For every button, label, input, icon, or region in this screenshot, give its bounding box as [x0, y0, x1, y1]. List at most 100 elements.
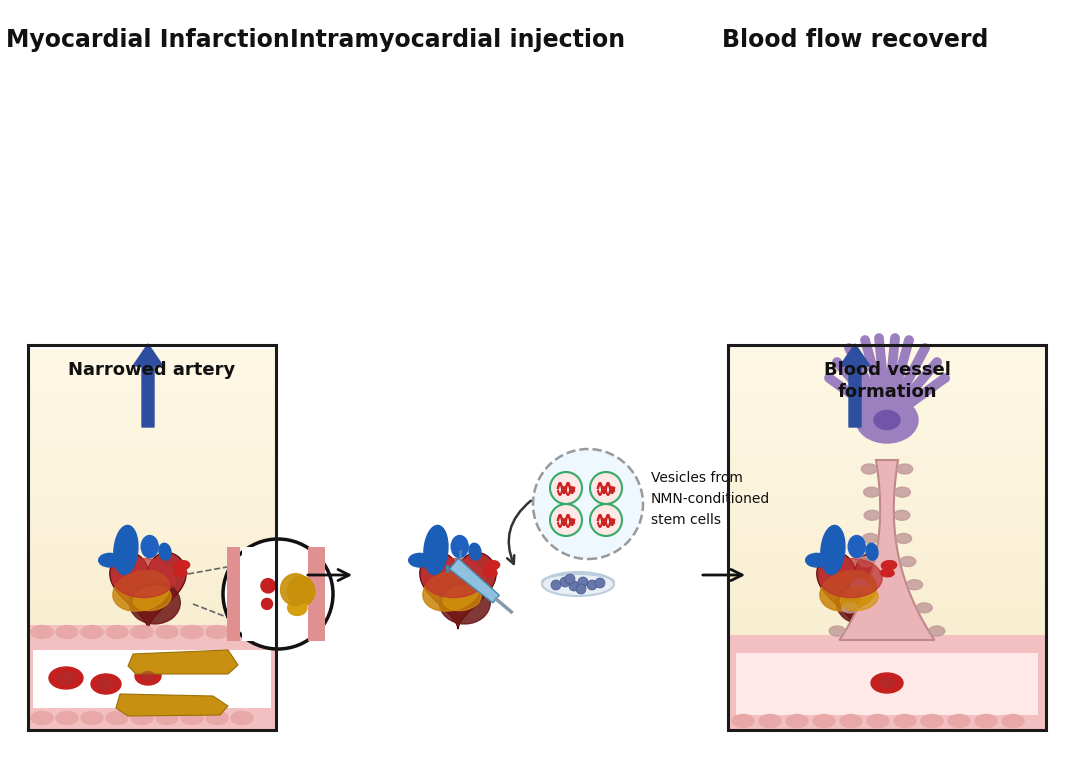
- Ellipse shape: [422, 558, 486, 597]
- Bar: [728, 537, 1046, 543]
- Bar: [728, 557, 1046, 562]
- Ellipse shape: [181, 626, 203, 638]
- Ellipse shape: [281, 574, 311, 605]
- Bar: [28, 425, 276, 431]
- Ellipse shape: [206, 712, 228, 724]
- Bar: [28, 558, 276, 564]
- Bar: [728, 552, 1046, 558]
- Ellipse shape: [206, 626, 228, 638]
- Bar: [28, 534, 276, 540]
- Ellipse shape: [99, 679, 114, 689]
- Bar: [28, 472, 276, 478]
- Bar: [728, 411, 1046, 418]
- Ellipse shape: [874, 411, 900, 429]
- Bar: [28, 582, 276, 587]
- Circle shape: [550, 504, 582, 536]
- Text: Blood vessel
formation: Blood vessel formation: [823, 361, 951, 401]
- Bar: [28, 619, 276, 626]
- Bar: [728, 441, 1046, 447]
- Ellipse shape: [899, 557, 915, 567]
- Ellipse shape: [859, 557, 875, 567]
- Bar: [728, 635, 1046, 730]
- Ellipse shape: [287, 600, 307, 615]
- Ellipse shape: [894, 715, 915, 727]
- Bar: [728, 586, 1046, 591]
- Ellipse shape: [440, 582, 490, 624]
- Ellipse shape: [759, 715, 781, 727]
- Bar: [28, 567, 276, 573]
- Polygon shape: [128, 650, 238, 674]
- Bar: [28, 377, 276, 383]
- Bar: [28, 401, 276, 407]
- Bar: [28, 454, 276, 459]
- Bar: [28, 496, 276, 502]
- Bar: [28, 482, 276, 487]
- Bar: [728, 388, 1046, 393]
- Bar: [728, 460, 1046, 466]
- Bar: [28, 382, 276, 388]
- Ellipse shape: [468, 543, 481, 560]
- Text: Blood flow recoverd: Blood flow recoverd: [721, 28, 988, 52]
- Bar: [728, 421, 1046, 427]
- Ellipse shape: [819, 558, 882, 597]
- Ellipse shape: [106, 712, 128, 724]
- Ellipse shape: [142, 536, 159, 558]
- Bar: [728, 513, 1046, 519]
- Bar: [28, 539, 276, 544]
- Bar: [728, 479, 1046, 485]
- Bar: [28, 439, 276, 445]
- Bar: [728, 436, 1046, 442]
- Ellipse shape: [851, 579, 867, 590]
- Bar: [728, 581, 1046, 586]
- Bar: [242, 547, 302, 640]
- Ellipse shape: [142, 672, 154, 680]
- Bar: [728, 610, 1046, 615]
- Bar: [728, 344, 1046, 350]
- Circle shape: [590, 472, 622, 504]
- Ellipse shape: [451, 536, 468, 558]
- Ellipse shape: [131, 626, 153, 638]
- Bar: [28, 434, 276, 440]
- Ellipse shape: [81, 626, 103, 638]
- Ellipse shape: [130, 582, 180, 624]
- Circle shape: [569, 581, 579, 591]
- Bar: [28, 543, 276, 549]
- Bar: [728, 547, 1046, 553]
- Bar: [728, 431, 1046, 437]
- Bar: [28, 458, 276, 464]
- Bar: [728, 499, 1046, 504]
- Bar: [28, 529, 276, 535]
- Bar: [28, 505, 276, 511]
- Ellipse shape: [895, 533, 911, 543]
- Ellipse shape: [113, 571, 169, 611]
- Bar: [28, 387, 276, 393]
- Bar: [728, 446, 1046, 451]
- Ellipse shape: [81, 712, 103, 724]
- Bar: [728, 600, 1046, 606]
- Bar: [28, 562, 276, 569]
- Text: Narrowed artery: Narrowed artery: [69, 361, 236, 379]
- Ellipse shape: [131, 712, 153, 724]
- Ellipse shape: [157, 712, 178, 724]
- Ellipse shape: [864, 487, 880, 497]
- Bar: [28, 615, 276, 620]
- Bar: [28, 429, 276, 436]
- Ellipse shape: [806, 554, 828, 567]
- Ellipse shape: [857, 397, 918, 443]
- Bar: [736, 653, 1038, 715]
- Ellipse shape: [861, 464, 877, 474]
- Ellipse shape: [786, 715, 808, 727]
- Bar: [28, 577, 276, 583]
- Bar: [28, 477, 276, 482]
- Ellipse shape: [976, 715, 997, 727]
- Bar: [28, 510, 276, 516]
- Bar: [28, 420, 276, 425]
- Bar: [728, 364, 1046, 369]
- Bar: [728, 624, 1046, 630]
- Bar: [728, 368, 1046, 374]
- Ellipse shape: [230, 626, 253, 638]
- Ellipse shape: [867, 715, 889, 727]
- Ellipse shape: [91, 674, 121, 694]
- Bar: [28, 624, 276, 630]
- Ellipse shape: [894, 487, 910, 497]
